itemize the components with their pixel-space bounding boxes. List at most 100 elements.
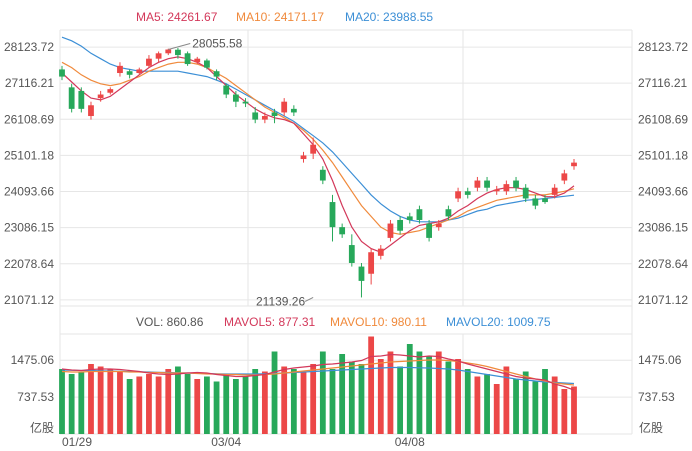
- volume-bar: [416, 351, 423, 434]
- candle: [59, 65, 65, 81]
- candle-body: [397, 219, 404, 231]
- candle: [68, 83, 75, 113]
- candle: [242, 98, 249, 108]
- volume-bar: [155, 376, 162, 434]
- volume-bar: [474, 376, 481, 434]
- candle-body: [300, 155, 307, 160]
- volume-tick-label: 737.53: [638, 390, 675, 404]
- volume-bar: [78, 371, 85, 434]
- volume-bar: [290, 369, 297, 434]
- candle-body: [155, 53, 162, 59]
- candle-body: [252, 112, 259, 120]
- candle: [387, 219, 394, 242]
- candle-body: [503, 184, 510, 192]
- candle: [551, 184, 558, 199]
- candle: [561, 169, 568, 185]
- candle-body: [271, 112, 278, 117]
- candle-body: [146, 58, 152, 66]
- price-tick-label: 22078.64: [638, 257, 688, 271]
- price-tick-label: 21071.12: [4, 293, 54, 307]
- candle-body: [213, 71, 220, 77]
- volume-bar: [397, 366, 404, 434]
- volume-bar: [146, 374, 152, 434]
- volume-bar: [503, 366, 510, 434]
- volume-unit-left: 亿股: [30, 420, 54, 435]
- volume-bar: [339, 354, 346, 434]
- candle-body: [223, 85, 230, 95]
- candle: [455, 187, 461, 203]
- candle-body: [571, 162, 577, 167]
- candle: [136, 67, 143, 75]
- mavol20-legend: MAVOL20: 1009.75: [446, 315, 551, 329]
- price-tick-label: 21071.12: [638, 293, 688, 307]
- candle: [571, 159, 577, 170]
- candle: [281, 98, 288, 117]
- volume-bar: [329, 369, 336, 434]
- candle-body: [78, 90, 85, 109]
- candle: [223, 83, 230, 99]
- volume-bar: [213, 381, 220, 434]
- vol-legend: VOL: 860.86: [136, 315, 204, 329]
- volume-bar: [59, 369, 65, 434]
- candle: [310, 137, 317, 160]
- candle-body: [513, 180, 519, 188]
- volume-bars: [59, 336, 577, 434]
- volume-bar: [493, 384, 500, 434]
- volume-bar: [204, 376, 210, 434]
- candle: [194, 56, 201, 65]
- chart-grid: [59, 29, 633, 435]
- ma5-legend: MA5: 24261.67: [136, 10, 218, 24]
- volume-bar: [532, 381, 539, 434]
- volume-bar: [561, 389, 568, 434]
- candle: [261, 112, 268, 124]
- volume-bar: [126, 379, 133, 434]
- volume-bar: [522, 371, 529, 434]
- candle-body: [204, 60, 210, 68]
- candle-body: [435, 223, 442, 228]
- volume-bar: [97, 366, 104, 434]
- candle: [213, 69, 220, 81]
- candle: [78, 87, 85, 113]
- volume-bar: [300, 371, 307, 434]
- candle: [271, 108, 278, 124]
- time-axis: 01/29 03/04 04/08: [62, 435, 425, 449]
- candle-body: [165, 49, 172, 54]
- candle: [464, 187, 471, 199]
- candle-body: [117, 65, 123, 74]
- candle: [117, 62, 123, 77]
- candle: [445, 205, 452, 220]
- volume-bar: [88, 364, 94, 434]
- candle-body: [426, 223, 432, 238]
- candle-body: [532, 198, 539, 206]
- volume-bar: [281, 366, 288, 434]
- candle-body: [493, 189, 500, 192]
- candle: [522, 184, 529, 203]
- time-tick-label: 03/04: [211, 435, 241, 449]
- price-tick-label: 27116.21: [638, 76, 687, 90]
- volume-unit-right: 亿股: [639, 420, 663, 435]
- candle-body: [136, 69, 143, 74]
- high-marker-line: [168, 43, 191, 50]
- volume-bar: [542, 369, 548, 434]
- price-tick-label: 23086.15: [4, 221, 54, 235]
- price-tick-label: 23086.15: [638, 221, 688, 235]
- candle: [155, 51, 162, 63]
- candle: [358, 262, 365, 298]
- price-tick-label: 24093.66: [4, 185, 54, 199]
- volume-bar: [348, 361, 355, 434]
- volume-bar: [387, 351, 394, 434]
- candle: [232, 90, 239, 108]
- candle: [493, 185, 500, 195]
- volume-tick-label: 1475.06: [638, 353, 682, 367]
- volume-ma-lines: [61, 353, 575, 391]
- mavol10-legend: MAVOL10: 980.11: [330, 315, 427, 329]
- candle-body: [329, 202, 336, 228]
- candle-body: [455, 191, 461, 199]
- price-ma-lines: [61, 36, 575, 253]
- candle-body: [474, 180, 481, 188]
- candle-body: [232, 94, 239, 102]
- candles: [59, 47, 577, 298]
- candle-body: [310, 144, 317, 154]
- ma20-line: [61, 36, 575, 223]
- candle: [290, 105, 297, 117]
